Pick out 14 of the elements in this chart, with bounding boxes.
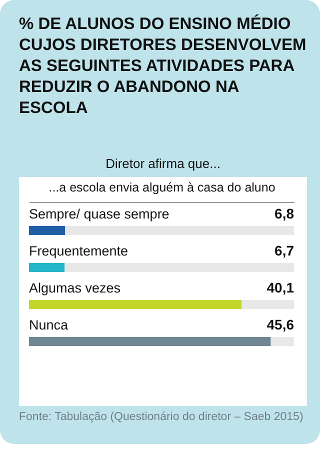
y-tick-label: Algumas vezes [29,280,121,296]
x-axis-title: ...a escola envia alguém à casa do aluno [48,180,276,194]
data-label: 40,1 [266,280,294,296]
data-label: 6,7 [274,242,294,258]
y-tick-label: Frequentemente [29,244,128,258]
chart-title: % DE ALUNOS DO ENSINO MÉDIO CUJOS DIRETORES DESENVOLVEM AS SEGUINTES ATIVIDADES PARA REDUZIR O ABANDONO NA ESCOLA [19,14,308,119]
data-label: 6,8 [274,206,294,222]
bar [29,263,65,272]
source-note: Fonte: Tabulação (Questionário do diretor – Saeb 2015) [19,410,304,424]
data-label: 45,6 [266,316,294,332]
chart-subtitle: Diretor afirma que... [104,156,222,171]
y-tick-label: Nunca [29,318,69,332]
y-tick-label: Sempre/ quase sempre [29,206,170,222]
bar [29,226,66,235]
